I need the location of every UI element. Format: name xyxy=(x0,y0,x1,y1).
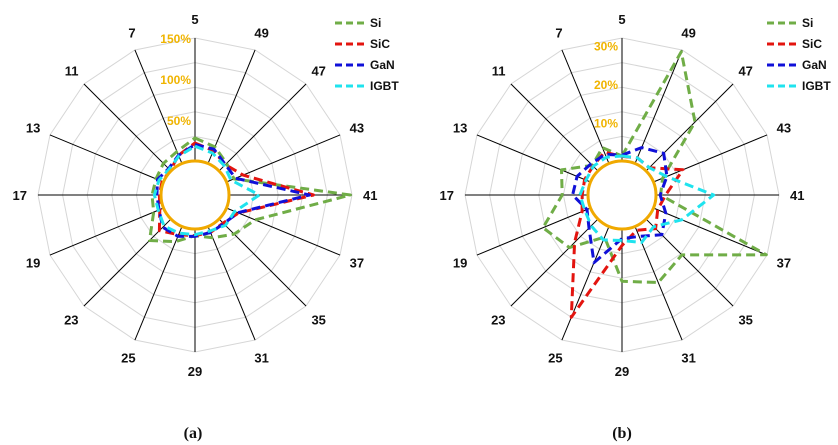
spoke-35 xyxy=(218,218,307,307)
category-label-7: 7 xyxy=(128,25,135,40)
legend-label-igbt: IGBT xyxy=(802,79,831,93)
tick-label-30-pct: 30% xyxy=(594,40,618,54)
category-label-35: 35 xyxy=(311,312,325,327)
category-label-47: 47 xyxy=(311,64,325,79)
category-label-37: 37 xyxy=(350,255,364,270)
category-label-25: 25 xyxy=(121,351,135,366)
spoke-47 xyxy=(645,83,734,172)
category-label-17: 17 xyxy=(440,188,454,203)
spoke-13 xyxy=(476,134,591,183)
tick-label-10-pct: 10% xyxy=(594,117,618,131)
tick-label-150-pct: 150% xyxy=(160,32,191,46)
series-gan-line xyxy=(571,146,669,265)
legend-label-sic: SiC xyxy=(370,37,390,51)
panel-label-a: (a) xyxy=(184,425,203,442)
category-label-17: 17 xyxy=(13,188,27,203)
category-label-29: 29 xyxy=(615,364,629,379)
spoke-49 xyxy=(634,49,683,164)
panel-label-b: (b) xyxy=(612,425,632,442)
tick-label-100-pct: 100% xyxy=(160,73,191,87)
legend-label-igbt: IGBT xyxy=(370,79,399,93)
legend-label-sic: SiC xyxy=(802,37,822,51)
category-label-5: 5 xyxy=(618,12,625,27)
category-label-49: 49 xyxy=(254,25,268,40)
spoke-7 xyxy=(134,49,183,164)
spoke-11 xyxy=(510,83,599,172)
category-label-37: 37 xyxy=(777,255,791,270)
spoke-47 xyxy=(218,83,307,172)
spoke-19 xyxy=(49,207,164,256)
spoke-19 xyxy=(476,207,591,256)
panel-a-radar-chart: 50% 100% 150%5 49 47 43 41 37 35 31 29 25 23 19 17 13 11… xyxy=(13,12,400,442)
category-label-11: 11 xyxy=(492,64,506,79)
category-label-5: 5 xyxy=(191,12,198,27)
tick-label-50-pct: 50% xyxy=(167,114,191,128)
category-label-7: 7 xyxy=(555,25,562,40)
category-label-13: 13 xyxy=(26,121,40,136)
category-label-19: 19 xyxy=(453,255,467,270)
category-label-23: 23 xyxy=(491,312,505,327)
category-label-31: 31 xyxy=(254,351,268,366)
spoke-25 xyxy=(134,226,183,341)
category-label-19: 19 xyxy=(26,255,40,270)
spoke-23 xyxy=(83,218,172,307)
spoke-25 xyxy=(561,226,610,341)
spoke-31 xyxy=(634,226,683,341)
category-label-43: 43 xyxy=(777,121,791,136)
spoke-13 xyxy=(49,134,164,183)
legend-label-si: Si xyxy=(802,16,813,30)
legend-label-gan: GaN xyxy=(370,58,395,72)
center-ring xyxy=(586,159,658,231)
series-igbt-line xyxy=(578,154,716,244)
spoke-11 xyxy=(83,83,172,172)
series-igbt-line xyxy=(152,144,261,237)
category-label-29: 29 xyxy=(188,364,202,379)
category-label-43: 43 xyxy=(350,121,364,136)
category-label-25: 25 xyxy=(548,351,562,366)
spoke-23 xyxy=(510,218,599,307)
tick-label-20-pct: 20% xyxy=(594,78,618,92)
legend-label-gan: GaN xyxy=(802,58,827,72)
category-label-11: 11 xyxy=(65,64,79,79)
spoke-35 xyxy=(645,218,734,307)
series-si-line xyxy=(541,50,768,284)
panel-b-radar-chart: 10% 20% 30%5 49 47 43 41 37 35 31 29 25 23 19 17 13 11 7 S… xyxy=(440,12,832,442)
spoke-49 xyxy=(207,49,256,164)
center-ring xyxy=(159,159,231,231)
category-label-41: 41 xyxy=(790,188,804,203)
spoke-37 xyxy=(653,207,768,256)
spoke-43 xyxy=(653,134,768,183)
series-sic-line xyxy=(569,150,685,319)
category-label-47: 47 xyxy=(738,64,752,79)
legend-label-si: Si xyxy=(370,16,381,30)
category-label-13: 13 xyxy=(453,121,467,136)
category-label-49: 49 xyxy=(681,25,695,40)
category-label-41: 41 xyxy=(363,188,377,203)
series-gan-line xyxy=(155,143,311,238)
spoke-31 xyxy=(207,226,256,341)
category-label-23: 23 xyxy=(64,312,78,327)
category-label-31: 31 xyxy=(681,351,695,366)
spoke-7 xyxy=(561,49,610,164)
category-label-35: 35 xyxy=(738,312,752,327)
spoke-43 xyxy=(226,134,341,183)
spoke-37 xyxy=(226,207,341,256)
